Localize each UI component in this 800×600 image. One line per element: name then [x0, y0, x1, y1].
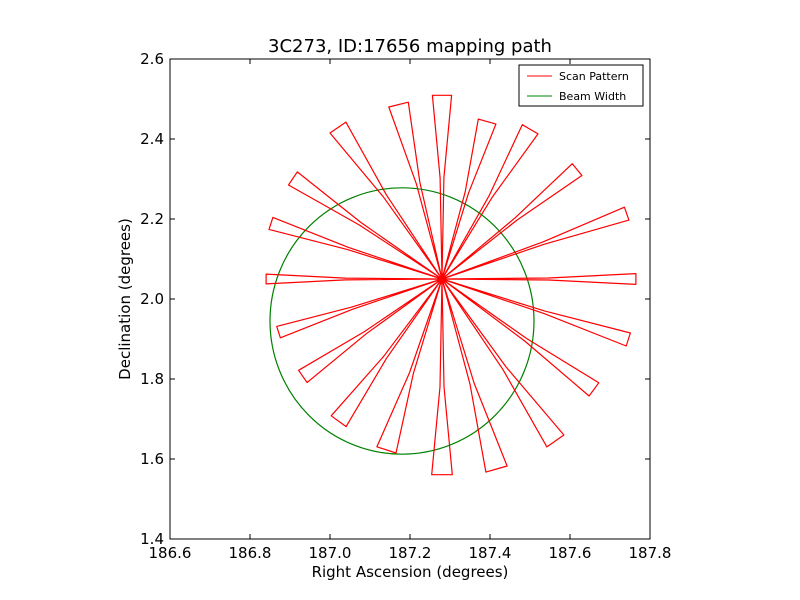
x-tick-label: 187.4 [469, 544, 512, 562]
scan-pattern-path [265, 94, 637, 476]
axis-ticks: 186.6 186.8 187.0 187.2 187.4 187.6 187.8 1.4 1.… [140, 50, 671, 562]
y-tick-label: 1.8 [140, 370, 164, 388]
legend-box [518, 64, 644, 107]
x-axis-title: Right Ascension (degrees) [312, 563, 509, 581]
legend-label-beam-width: Beam Width [559, 90, 626, 103]
y-tick-label: 2.2 [140, 210, 164, 228]
legend-label-scan-pattern: Scan Pattern [559, 70, 629, 83]
y-tick-label: 1.4 [140, 530, 164, 548]
x-tick-label: 187.8 [629, 544, 672, 562]
plot-series-layer [265, 94, 637, 476]
x-tick-label: 186.6 [149, 544, 192, 562]
legend: Scan Pattern Beam Width [518, 64, 644, 107]
x-tick-label: 187.6 [549, 544, 592, 562]
chart-title: 3C273, ID:17656 mapping path [268, 36, 552, 57]
x-tick-label: 187.2 [389, 544, 432, 562]
y-tick-label: 2.0 [140, 290, 164, 308]
y-tick-label: 2.4 [140, 130, 164, 148]
x-tick-label: 186.8 [229, 544, 272, 562]
y-tick-label: 2.6 [140, 50, 164, 68]
x-tick-label: 187.0 [309, 544, 352, 562]
y-axis-title: Declination (degrees) [116, 218, 134, 380]
y-tick-label: 1.6 [140, 450, 164, 468]
beam-width-circle [269, 187, 535, 455]
